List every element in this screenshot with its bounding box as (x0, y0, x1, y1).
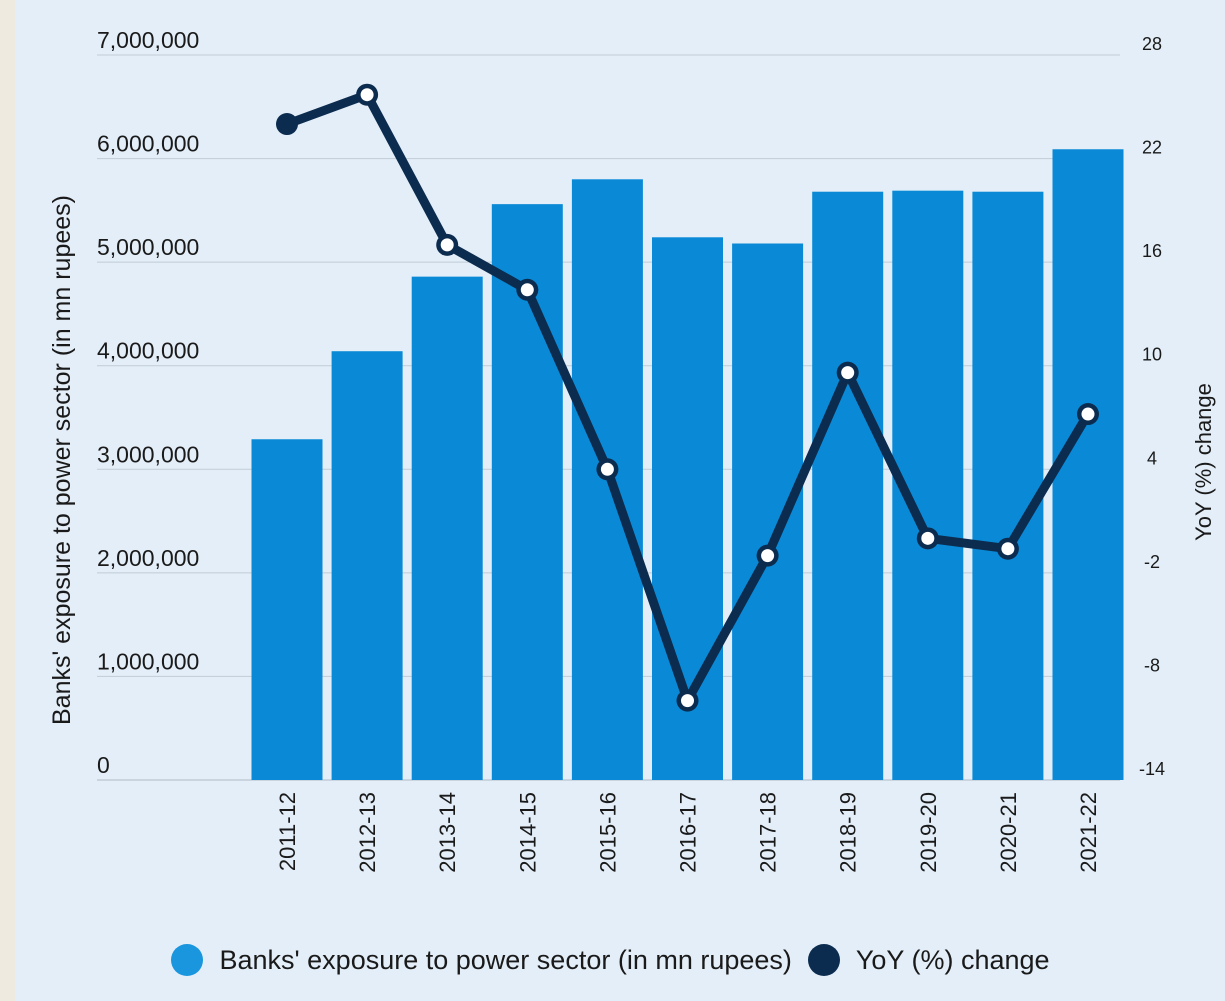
x-tick-label: 2014-15 (515, 792, 540, 873)
yoy-point (676, 689, 699, 712)
y-right-tick-label: -2 (1144, 552, 1160, 572)
x-tick-label: 2012-13 (355, 792, 380, 873)
bar (972, 191, 1044, 780)
yoy-point (356, 83, 379, 106)
yoy-point (516, 278, 539, 301)
yoy-point-inner (1081, 407, 1095, 421)
x-tick-label: 2019-20 (916, 792, 941, 873)
yoy-point-outer (276, 113, 298, 136)
y-right-tick-label: 16 (1142, 241, 1162, 261)
bar (331, 351, 403, 780)
y-right-tick-label: 10 (1142, 345, 1162, 365)
yoy-point (836, 361, 859, 384)
yoy-point-inner (440, 238, 454, 252)
bar (732, 243, 804, 780)
y-tick-label: 3,000,000 (97, 441, 199, 467)
yoy-point-inner (360, 88, 374, 102)
yoy-point (756, 544, 779, 567)
yoy-point (596, 458, 619, 481)
yoy-point-inner (841, 366, 855, 380)
y-right-tick-label: -14 (1139, 759, 1165, 779)
bar (251, 439, 323, 780)
y-right-tick-label: -8 (1144, 655, 1160, 675)
y-axis-title: Banks' exposure to power sector (in mn r… (48, 195, 76, 725)
bar (411, 276, 483, 780)
legend-label-yoy: YoY (%) change (855, 944, 1050, 975)
y-right-tick-label: 28 (1142, 34, 1162, 54)
y-tick-label: 5,000,000 (97, 234, 199, 260)
y-tick-label: 6,000,000 (97, 131, 199, 157)
x-tick-label: 2017-18 (756, 792, 781, 873)
yoy-point-inner (520, 283, 534, 297)
yoy-point-inner (600, 462, 614, 476)
x-tick-label: 2020-21 (996, 792, 1021, 873)
y-right-tick-label: 4 (1147, 448, 1157, 468)
legend-label-exposure: Banks' exposure to power sector (in mn r… (219, 944, 792, 975)
legend-swatch-bar (171, 944, 204, 976)
yoy-point-inner (681, 694, 694, 708)
x-tick-label: 2018-19 (836, 792, 861, 873)
x-tick-label: 2021-22 (1076, 792, 1101, 873)
x-tick-label: 2011-12 (275, 792, 300, 871)
yoy-point (1077, 403, 1099, 426)
yoy-point (916, 527, 939, 550)
yoy-point (436, 233, 459, 256)
y-tick-label: 7,000,000 (97, 27, 199, 53)
y-right-tick-label: 22 (1142, 138, 1162, 158)
x-tick-label: 2013-14 (435, 792, 460, 873)
x-tick-label: 2016-17 (676, 792, 701, 873)
legend-item-exposure: Banks' exposure to power sector (in mn r… (171, 944, 792, 976)
y-tick-label: 2,000,000 (97, 545, 199, 571)
bar (1052, 149, 1124, 780)
yoy-point-inner (921, 531, 935, 545)
yoy-point-inner (761, 549, 775, 563)
yoy-point (996, 537, 1019, 560)
yoy-point (276, 113, 298, 136)
bar (812, 191, 884, 780)
yoy-point-inner (1001, 542, 1015, 556)
x-tick-label: 2015-16 (595, 792, 620, 873)
y-tick-label: 4,000,000 (97, 338, 199, 364)
y-right-axis-title: YoY (%) change (1191, 383, 1216, 541)
y-tick-label: 0 (97, 752, 110, 778)
combo-chart: 0 1,000,000 2,000,000 3,000,000 4,000,000 5,0… (48, 27, 1216, 873)
legend-item-yoy: YoY (%) change (807, 944, 1050, 976)
legend-swatch-line (807, 944, 840, 976)
y-tick-label: 1,000,000 (97, 648, 199, 674)
legend: Banks' exposure to power sector (in mn r… (0, 944, 1225, 976)
